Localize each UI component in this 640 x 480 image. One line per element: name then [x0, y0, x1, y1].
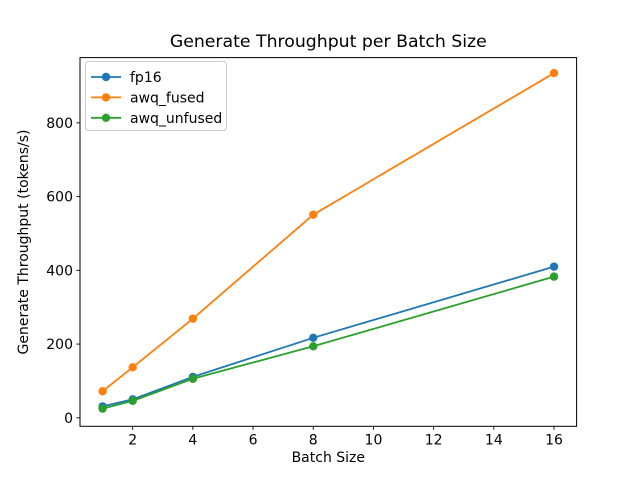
legend-entry-awq_unfused: awq_unfused — [91, 111, 222, 127]
data-point-fp16-bs16 — [549, 262, 559, 271]
y-tick-label: 600 — [46, 190, 73, 206]
y-tick-label: 400 — [46, 263, 73, 279]
data-point-awq_unfused-bs2 — [128, 396, 137, 406]
legend-label: awq_fused — [130, 90, 205, 106]
y-tick-label: 800 — [46, 116, 73, 132]
data-series — [98, 68, 559, 413]
y-axis-label: Generate Throughput (tokens/s) — [16, 130, 32, 355]
legend-marker — [101, 93, 111, 102]
x-tick-label: 14 — [485, 432, 503, 448]
legend-label: awq_unfused — [130, 111, 222, 127]
series-line-awq_unfused — [102, 275, 555, 410]
data-point-awq_fused-bs1 — [98, 387, 107, 396]
series-awq_unfused — [98, 272, 559, 413]
x-tick-label: 2 — [128, 432, 137, 448]
x-axis-label: Batch Size — [292, 450, 365, 466]
x-tick-label: 16 — [545, 432, 563, 448]
legend-box — [85, 61, 227, 131]
y-tick-label: 0 — [64, 411, 73, 427]
axis-ticks: 2 4 6 8 10 12 14 16 0 200 400 600 800 — [46, 116, 563, 448]
x-tick-label: 8 — [309, 432, 318, 448]
series-awq_fused — [98, 68, 559, 396]
legend-marker — [101, 72, 111, 82]
chart-title: Generate Throughput per Batch Size — [170, 32, 487, 52]
legend-entry-fp16: fp16 — [91, 70, 162, 86]
data-point-awq_unfused-bs4 — [188, 374, 198, 383]
legend-label: fp16 — [130, 70, 162, 86]
data-point-awq_fused-bs4 — [188, 314, 198, 323]
legend-marker — [101, 113, 111, 123]
data-point-awq_fused-bs8 — [309, 210, 318, 219]
x-tick-label: 10 — [365, 432, 383, 448]
data-point-awq_unfused-bs1 — [98, 404, 107, 413]
data-point-fp16-bs8 — [309, 333, 318, 343]
data-point-awq_fused-bs16 — [549, 68, 559, 78]
data-point-awq_fused-bs2 — [128, 363, 137, 372]
legend-entry-awq_fused: awq_fused — [91, 90, 205, 106]
legend: fp16 awq_fused awq_unfused — [85, 61, 227, 131]
x-tick-label: 6 — [249, 432, 258, 448]
data-point-awq_unfused-bs16 — [549, 272, 559, 281]
data-point-awq_unfused-bs8 — [309, 342, 318, 351]
x-tick-label: 4 — [188, 432, 197, 448]
plot-border — [79, 57, 578, 427]
x-tick-label: 12 — [425, 432, 443, 448]
y-tick-label: 200 — [46, 337, 73, 353]
